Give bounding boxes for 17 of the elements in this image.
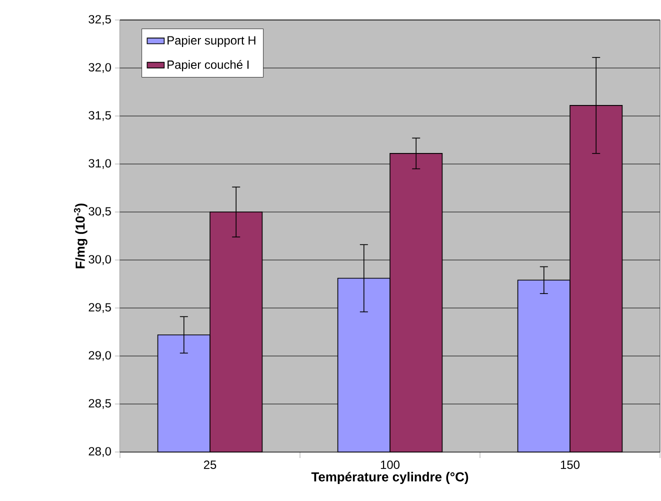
- y-tick-label: 31,5: [88, 111, 111, 121]
- y-tick-label: 30,0: [88, 255, 112, 265]
- y-tick-label: 32,0: [88, 63, 112, 73]
- y-tick-label: 28,5: [88, 399, 111, 409]
- x-tick-label: 25: [204, 460, 216, 469]
- y-tick-label: 30,5: [88, 207, 111, 217]
- x-tick-label: 150: [560, 460, 580, 469]
- y-tick-label: 31,0: [88, 159, 112, 169]
- legend-label: Papier support H: [168, 36, 256, 47]
- y-tick-label: 29,5: [88, 303, 111, 313]
- y-axis-title: F/mg (10$^{-3}$): [74, 204, 88, 268]
- y-tick-label: 28,0: [88, 447, 112, 457]
- legend-label: Papier couché I: [168, 60, 249, 72]
- y-tick-label: 32,5: [88, 15, 111, 25]
- y-tick-label: 29,0: [88, 351, 112, 361]
- x-axis-title: Température cylindre (°C): [311, 472, 468, 484]
- x-tick-label: 100: [380, 460, 400, 469]
